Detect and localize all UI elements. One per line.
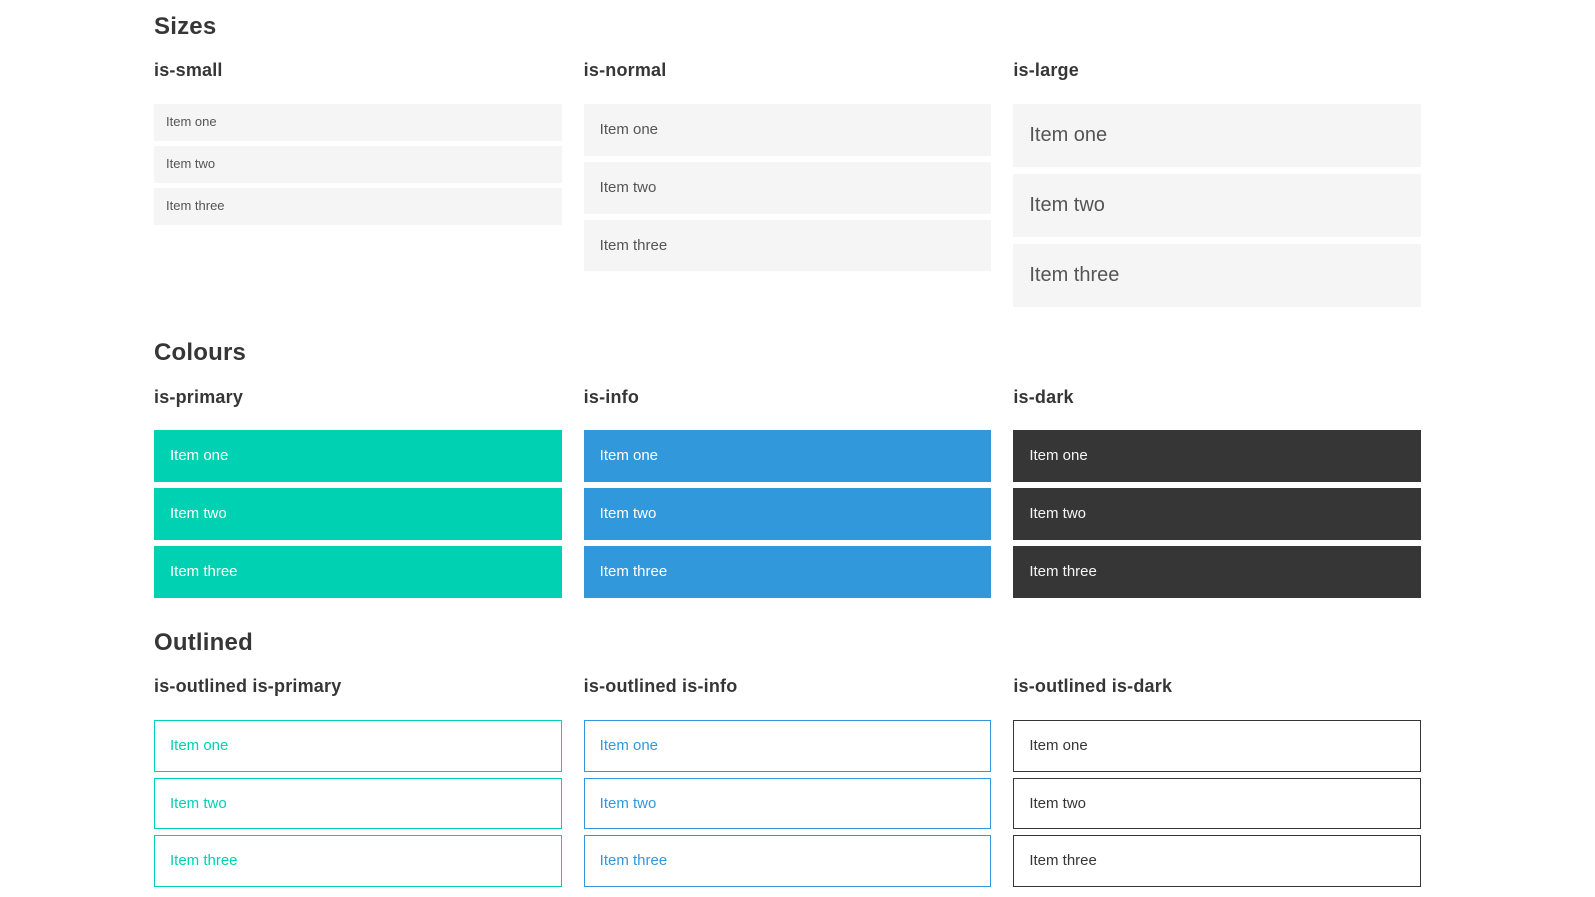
list-item[interactable]: Item one <box>583 430 992 483</box>
list-item[interactable]: Item two <box>154 146 562 183</box>
item-list-primary: Item one Item two Item three <box>154 430 562 598</box>
column-is-primary: is-primary Item one Item two Item three <box>154 386 562 604</box>
column-is-outlined-is-dark: is-outlined is-dark Item one Item two It… <box>1013 676 1421 893</box>
colours-columns: is-primary Item one Item two Item three … <box>154 386 1421 604</box>
list-item[interactable]: Item two <box>1013 777 1421 830</box>
column-heading-is-outlined-is-info: is-outlined is-info <box>583 676 738 697</box>
list-item[interactable]: Item three <box>154 835 562 888</box>
list-item[interactable]: Item three <box>154 545 562 598</box>
item-list-outlined-info: Item one Item two Item three <box>583 719 992 888</box>
section-sizes: Sizes is-small Item one Item two Item th… <box>154 13 1421 314</box>
list-item[interactable]: Item two <box>583 777 992 830</box>
list-item[interactable]: Item one <box>154 104 562 142</box>
list-item[interactable]: Item one <box>583 719 992 772</box>
column-is-small: is-small Item one Item two Item three <box>154 61 562 314</box>
list-item[interactable]: Item two <box>583 488 992 540</box>
list-item[interactable]: Item one <box>154 719 562 772</box>
column-is-normal: is-normal Item one Item two Item three <box>583 60 992 314</box>
section-outlined: Outlined is-outlined is-primary Item one… <box>154 628 1421 893</box>
item-list-info: Item one Item two Item three <box>583 430 992 598</box>
column-heading-is-normal: is-normal <box>583 60 667 81</box>
column-heading-is-outlined-is-primary: is-outlined is-primary <box>154 676 342 697</box>
list-item[interactable]: Item one <box>583 104 992 156</box>
column-heading-is-outlined-is-dark: is-outlined is-dark <box>1013 676 1173 697</box>
list-item[interactable]: Item three <box>154 187 562 225</box>
item-list-small: Item one Item two Item three <box>154 104 562 225</box>
item-list-outlined-dark: Item one Item two Item three <box>1013 719 1421 888</box>
section-title-sizes: Sizes <box>154 13 217 40</box>
list-item[interactable]: Item three <box>583 219 992 272</box>
list-item[interactable]: Item two <box>1013 174 1421 238</box>
list-item[interactable]: Item one <box>1013 430 1421 483</box>
section-title-colours: Colours <box>154 339 247 367</box>
section-title-outlined: Outlined <box>154 628 253 656</box>
item-list-normal: Item one Item two Item three <box>583 104 992 272</box>
item-list-dark: Item one Item two Item three <box>1013 430 1421 598</box>
sizes-columns: is-small Item one Item two Item three is… <box>154 61 1421 314</box>
list-item[interactable]: Item three <box>1013 835 1421 888</box>
list-item[interactable]: Item one <box>154 430 562 483</box>
list-item[interactable]: Item one <box>1013 719 1421 772</box>
list-item[interactable]: Item two <box>583 161 992 214</box>
column-is-dark: is-dark Item one Item two Item three <box>1013 386 1421 604</box>
item-list-large: Item one Item two Item three <box>1013 104 1421 308</box>
column-is-outlined-is-info: is-outlined is-info Item one Item two It… <box>583 676 992 893</box>
list-item[interactable]: Item two <box>154 488 562 540</box>
list-item[interactable]: Item three <box>1013 545 1421 598</box>
column-is-info: is-info Item one Item two Item three <box>583 386 992 604</box>
column-heading-is-primary: is-primary <box>154 386 244 407</box>
list-item[interactable]: Item three <box>583 835 992 888</box>
list-item[interactable]: Item two <box>1013 488 1421 540</box>
column-is-large: is-large Item one Item two Item three <box>1013 61 1421 314</box>
item-list-outlined-primary: Item one Item two Item three <box>154 719 562 888</box>
list-item[interactable]: Item three <box>1013 244 1421 308</box>
outlined-columns: is-outlined is-primary Item one Item two… <box>154 676 1421 893</box>
column-heading-is-dark: is-dark <box>1013 386 1074 407</box>
page-content: Sizes is-small Item one Item two Item th… <box>154 0 1421 893</box>
list-item[interactable]: Item two <box>154 777 562 830</box>
section-colours: Colours is-primary Item one Item two Ite… <box>154 339 1421 604</box>
list-item[interactable]: Item three <box>583 545 992 598</box>
column-heading-is-small: is-small <box>154 60 223 81</box>
column-heading-is-large: is-large <box>1013 60 1079 81</box>
column-is-outlined-is-primary: is-outlined is-primary Item one Item two… <box>154 676 562 893</box>
list-item[interactable]: Item one <box>1013 104 1421 168</box>
column-heading-is-info: is-info <box>583 386 640 407</box>
